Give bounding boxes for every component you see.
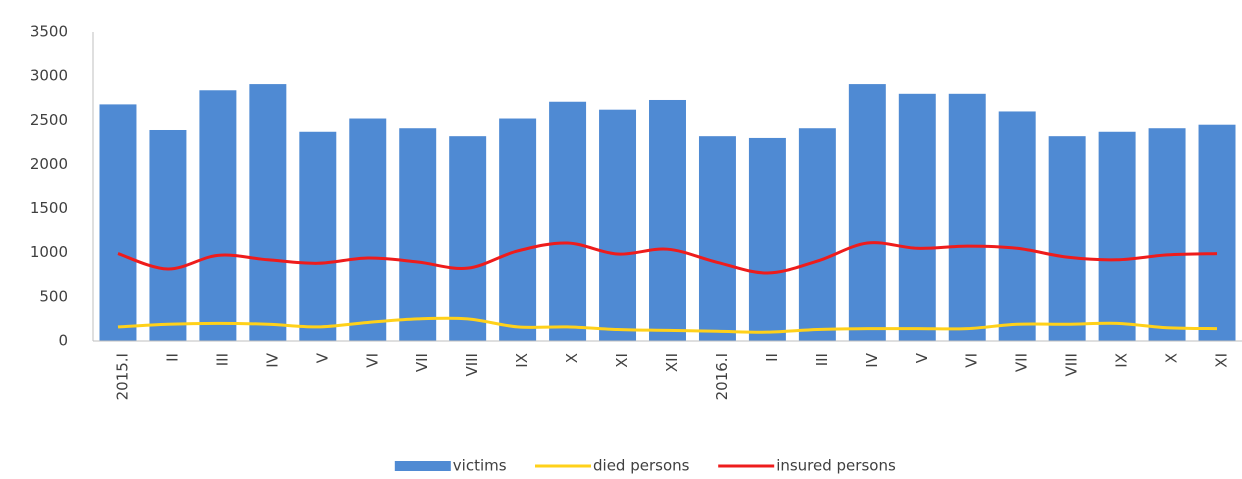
x-tick-label: VIII: [463, 353, 481, 377]
legend-label: victims: [453, 457, 507, 475]
bar: [1148, 128, 1186, 341]
x-tick-label: IX: [1113, 353, 1131, 368]
x-tick-label: XII: [663, 353, 681, 372]
bar: [349, 118, 387, 342]
x-tick-label: IV: [863, 352, 881, 367]
line: [117, 241, 1218, 275]
bar: [1098, 131, 1136, 341]
x-tick-label: XI: [1213, 353, 1231, 368]
x-tick-label: II: [163, 353, 181, 362]
bar: [1048, 136, 1086, 341]
legend-swatch: [394, 461, 451, 471]
x-tick-label: IV: [263, 352, 281, 367]
y-tick-label: 2000: [30, 155, 68, 173]
y-tick-label: 0: [58, 332, 68, 350]
bar: [99, 104, 137, 341]
y-tick-label: 3500: [30, 23, 68, 41]
y-tick-label: 3000: [30, 67, 68, 85]
bar: [649, 99, 686, 341]
x-tick-label: XI: [613, 353, 631, 368]
bar: [848, 84, 886, 342]
x-tick-label: III: [213, 353, 231, 366]
x-tick-label: III: [813, 353, 831, 366]
y-tick-label: 1500: [30, 199, 68, 217]
bar: [249, 84, 287, 342]
x-tick-label: V: [913, 352, 931, 363]
x-tick-label: X: [1163, 353, 1181, 363]
y-tick-label: 1000: [30, 243, 68, 261]
legend-label: insured persons: [776, 457, 896, 475]
x-tick-label: X: [563, 353, 581, 363]
bar: [798, 128, 836, 341]
bar: [399, 128, 437, 341]
x-tick-label: VIII: [1063, 353, 1081, 377]
bar: [1198, 124, 1236, 341]
y-tick-label: 500: [39, 287, 68, 305]
x-tick-label: VII: [413, 353, 431, 372]
bar: [599, 109, 637, 341]
bar: [499, 118, 537, 342]
bar: [549, 101, 587, 341]
x-tick-label: 2016.I: [713, 353, 731, 400]
x-tick-label: V: [313, 352, 331, 363]
x-tick-label: 2015.I: [113, 353, 131, 400]
x-tick-label: IX: [513, 353, 531, 368]
bar: [998, 111, 1036, 341]
line: [117, 316, 1218, 334]
x-tick-label: II: [763, 353, 781, 362]
bar: [898, 93, 936, 341]
bar: [199, 90, 237, 341]
bar: [948, 93, 986, 341]
bar: [299, 131, 337, 341]
bar: [748, 137, 786, 341]
bar: [449, 136, 487, 341]
x-tick-label: VII: [1013, 353, 1031, 372]
legend-label: died persons: [593, 457, 690, 475]
bar: [149, 129, 187, 341]
x-tick-label: VI: [363, 353, 381, 368]
x-tick-label: VI: [963, 353, 981, 368]
y-tick-label: 2500: [30, 111, 68, 129]
bar: [698, 136, 736, 341]
